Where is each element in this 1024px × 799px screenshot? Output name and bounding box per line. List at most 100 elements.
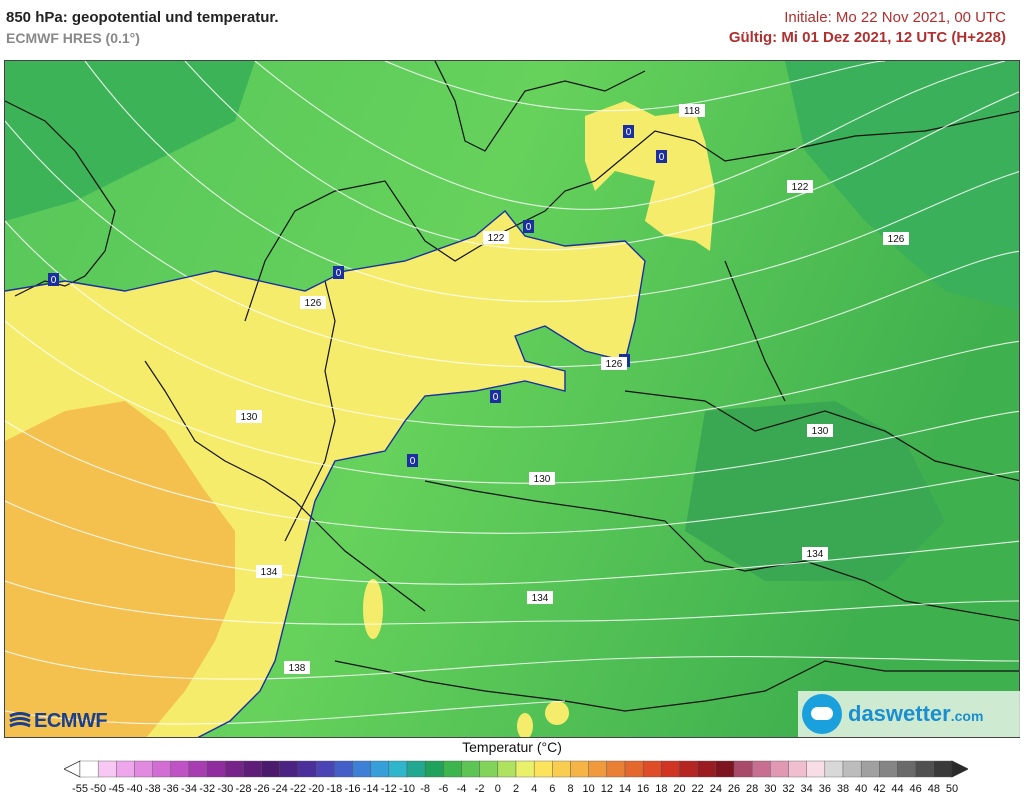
legend-swatch	[751, 760, 771, 778]
geo-label: 134	[807, 549, 824, 560]
legend-tick-label: 28	[746, 783, 759, 795]
ecmwf-logo: ECMWF	[8, 710, 108, 733]
geo-label-box	[527, 591, 553, 604]
legend-tick-label: 48	[927, 783, 940, 795]
zero-label: 0	[659, 152, 665, 163]
legend-tick-label: 30	[764, 783, 777, 795]
geo-label-box	[883, 232, 909, 245]
legend-tick-label: -18	[326, 783, 343, 795]
zero-label-box	[623, 125, 634, 138]
legend-swatch	[388, 760, 408, 778]
legend-swatch	[334, 760, 353, 778]
zero-isotherm-line	[5, 210, 646, 737]
legend-tick-label: -38	[144, 783, 161, 795]
legend-tick-label: -30	[217, 783, 234, 795]
legend-tick-label: 4	[531, 783, 538, 795]
warm-patch-alpine-3	[517, 713, 533, 737]
geo-label: 134	[261, 567, 278, 578]
legend-tick-label: -12	[380, 783, 397, 795]
legend-tick-label: -45	[108, 783, 125, 795]
geo-label-box	[300, 296, 326, 309]
geo-label-box	[601, 357, 627, 370]
legend-tick-label: 40	[855, 783, 868, 795]
daswetter-logo[interactable]: daswetter.com	[798, 691, 1020, 737]
legend-swatch	[315, 760, 335, 778]
cloud-icon	[802, 694, 842, 734]
legend-tick-label: 22	[691, 783, 704, 795]
legend-tick-label: -10	[399, 783, 415, 795]
legend-tick-label: -26	[253, 783, 270, 795]
legend-arrow-right	[951, 760, 968, 778]
legend-tick-label: -14	[362, 783, 379, 795]
legend-swatch	[879, 760, 898, 778]
legend-tick-label: -36	[162, 783, 179, 795]
legend-swatch	[933, 760, 953, 778]
legend-tick-label: 34	[800, 783, 813, 795]
legend-swatch	[842, 760, 862, 778]
map-title: 850 hPa: geopotential und temperatur.	[6, 9, 279, 26]
legend-swatch	[225, 760, 244, 778]
legend-tick-label: 42	[873, 783, 886, 795]
legend-swatch	[624, 760, 644, 778]
geo-label: 130	[241, 412, 258, 423]
warm-region-orange	[5, 401, 235, 737]
legend-tick-label: 12	[600, 783, 613, 795]
geo-label-box	[787, 180, 813, 193]
zero-label-box	[333, 266, 344, 279]
legend-tick-label: 2	[512, 783, 520, 795]
zero-label: 0	[336, 268, 342, 279]
geo-label-box	[529, 472, 555, 485]
geo-label: 122	[488, 233, 505, 244]
zero-label-box	[407, 454, 418, 467]
legend-swatch	[424, 760, 444, 778]
geo-label: 130	[812, 426, 829, 437]
zero-label-box	[490, 390, 501, 403]
legend-tick-label: -32	[199, 783, 216, 795]
legend-tick-label: 8	[567, 783, 574, 795]
legend-tick-label: 26	[727, 783, 741, 795]
legend-tick-label: -20	[308, 783, 325, 795]
legend-swatch	[697, 760, 717, 778]
geo-label: 134	[532, 593, 549, 604]
legend-swatch	[152, 760, 172, 778]
zero-label-box	[523, 220, 534, 233]
legend-swatch	[497, 760, 517, 778]
header-left: 850 hPa: geopotential und temperatur. EC…	[6, 8, 279, 48]
legend-tick-label: 50	[945, 783, 959, 795]
zero-label-box	[48, 273, 59, 286]
legend-tick-label: -40	[126, 783, 143, 795]
geo-label-box	[284, 661, 310, 674]
legend-tick-label: -16	[344, 783, 361, 795]
geo-label: 126	[888, 234, 905, 245]
legend-swatch	[443, 760, 462, 778]
legend-tick-label: -55	[72, 783, 88, 795]
cold-region-carpathians	[685, 401, 945, 581]
legend-tick-label: 0	[494, 783, 501, 795]
legend-swatch	[188, 760, 208, 778]
geo-label: 138	[289, 663, 306, 674]
legend-tick-label: 10	[582, 783, 595, 795]
legend-swatch	[97, 760, 117, 778]
geo-label-box	[679, 104, 705, 117]
legend-swatch	[297, 760, 317, 778]
legend-tick-label: 14	[618, 783, 632, 795]
legend-swatch	[515, 760, 535, 778]
model-name: ECMWF HRES (0.1°)	[6, 30, 140, 46]
legend-swatch	[770, 760, 789, 778]
legend-tick-label: -2	[474, 783, 485, 795]
legend-swatch	[661, 760, 680, 778]
weather-map[interactable]: 0 0 0 0 0 0 0 0 118 122 122 126	[4, 60, 1020, 738]
legend-swatch	[642, 760, 662, 778]
legend-tick-label: -28	[235, 783, 252, 795]
legend-tick-label: 20	[673, 783, 686, 795]
legend-swatch	[806, 760, 826, 778]
legend-tick-label: -4	[456, 783, 467, 795]
geopotential-isolines	[5, 61, 1019, 725]
zero-label: 0	[626, 127, 632, 138]
legend-swatch	[679, 760, 698, 778]
map-canvas: 0 0 0 0 0 0 0 0 118 122 122 126	[5, 61, 1019, 737]
geo-label: 118	[684, 106, 700, 117]
legend-arrow-left	[64, 760, 81, 778]
legend-swatch	[279, 760, 299, 778]
ecmwf-logo-text: ECMWF	[34, 710, 108, 732]
